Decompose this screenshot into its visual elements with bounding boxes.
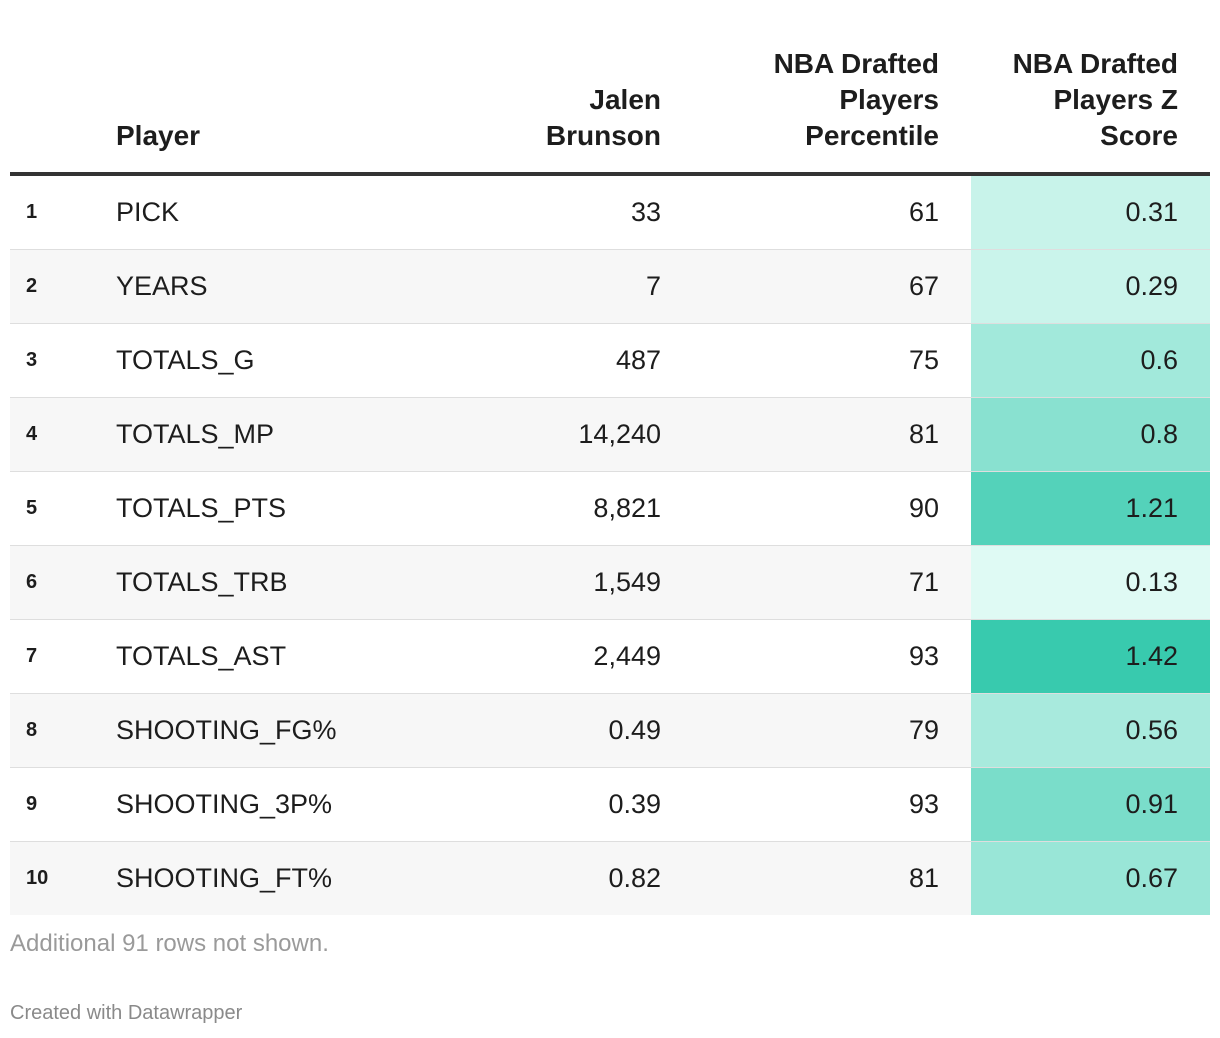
table-header-row: Player Jalen Brunson NBA Drafted Players Pe… bbox=[10, 40, 1210, 176]
zscore-cell: 1.42 bbox=[971, 619, 1210, 694]
row-index: 9 bbox=[10, 767, 116, 842]
table-row: 5 TOTALS_PTS 8,821 90 1.21 bbox=[10, 471, 1210, 546]
brunson-value: 0.39 bbox=[436, 767, 693, 842]
row-index: 5 bbox=[10, 471, 116, 546]
percentile-value: 81 bbox=[693, 397, 971, 472]
table-row: 9 SHOOTING_3P% 0.39 93 0.91 bbox=[10, 767, 1210, 842]
header-percentile[interactable]: NBA Drafted Players Percentile bbox=[693, 40, 971, 176]
table-row: 6 TOTALS_TRB 1,549 71 0.13 bbox=[10, 545, 1210, 620]
percentile-value: 93 bbox=[693, 767, 971, 842]
percentile-value: 75 bbox=[693, 323, 971, 398]
table-row: 7 TOTALS_AST 2,449 93 1.42 bbox=[10, 619, 1210, 694]
stat-name: TOTALS_AST bbox=[116, 619, 436, 694]
percentile-value: 67 bbox=[693, 249, 971, 324]
brunson-value: 14,240 bbox=[436, 397, 693, 472]
brunson-value: 8,821 bbox=[436, 471, 693, 546]
header-jalen-brunson[interactable]: Jalen Brunson bbox=[436, 40, 693, 176]
brunson-value: 33 bbox=[436, 174, 693, 250]
row-index: 7 bbox=[10, 619, 116, 694]
percentile-value: 71 bbox=[693, 545, 971, 620]
table-row: 1 PICK 33 61 0.31 bbox=[10, 174, 1210, 250]
zscore-cell: 0.91 bbox=[971, 767, 1210, 842]
table-body: 1 PICK 33 61 0.31 2 YEARS 7 67 0.29 3 TOTALS_G 487 75… bbox=[10, 174, 1210, 915]
zscore-cell: 0.56 bbox=[971, 693, 1210, 768]
datawrapper-credit[interactable]: Created with Datawrapper bbox=[10, 1002, 243, 1024]
row-index: 8 bbox=[10, 693, 116, 768]
rows-not-shown-note: Additional 91 rows not shown. bbox=[10, 930, 329, 957]
percentile-value: 93 bbox=[693, 619, 971, 694]
brunson-value: 0.49 bbox=[436, 693, 693, 768]
percentile-value: 61 bbox=[693, 174, 971, 250]
header-player[interactable]: Player bbox=[116, 40, 436, 176]
brunson-value: 1,549 bbox=[436, 545, 693, 620]
table-row: 10 SHOOTING_FT% 0.82 81 0.67 bbox=[10, 841, 1210, 915]
row-index: 2 bbox=[10, 249, 116, 324]
stat-name: YEARS bbox=[116, 249, 436, 324]
percentile-value: 90 bbox=[693, 471, 971, 546]
stat-name: SHOOTING_FT% bbox=[116, 841, 436, 915]
zscore-cell: 0.8 bbox=[971, 397, 1210, 472]
table-row: 4 TOTALS_MP 14,240 81 0.8 bbox=[10, 397, 1210, 472]
percentile-value: 79 bbox=[693, 693, 971, 768]
stat-name: TOTALS_PTS bbox=[116, 471, 436, 546]
header-z-score[interactable]: NBA Drafted Players Z Score bbox=[971, 40, 1210, 176]
zscore-cell: 0.13 bbox=[971, 545, 1210, 620]
stats-table: Player Jalen Brunson NBA Drafted Players Pe… bbox=[10, 40, 1210, 915]
header-index bbox=[10, 40, 116, 176]
zscore-cell: 0.31 bbox=[971, 174, 1210, 250]
zscore-cell: 0.67 bbox=[971, 841, 1210, 915]
stat-name: TOTALS_TRB bbox=[116, 545, 436, 620]
zscore-cell: 1.21 bbox=[971, 471, 1210, 546]
row-index: 3 bbox=[10, 323, 116, 398]
brunson-value: 0.82 bbox=[436, 841, 693, 915]
stat-name: SHOOTING_3P% bbox=[116, 767, 436, 842]
stat-name: TOTALS_MP bbox=[116, 397, 436, 472]
table-row: 3 TOTALS_G 487 75 0.6 bbox=[10, 323, 1210, 398]
row-index: 4 bbox=[10, 397, 116, 472]
zscore-cell: 0.29 bbox=[971, 249, 1210, 324]
row-index: 10 bbox=[10, 841, 116, 915]
table-row: 8 SHOOTING_FG% 0.49 79 0.56 bbox=[10, 693, 1210, 768]
row-index: 1 bbox=[10, 174, 116, 250]
brunson-value: 7 bbox=[436, 249, 693, 324]
stat-name: PICK bbox=[116, 174, 436, 250]
percentile-value: 81 bbox=[693, 841, 971, 915]
row-index: 6 bbox=[10, 545, 116, 620]
table-row: 2 YEARS 7 67 0.29 bbox=[10, 249, 1210, 324]
zscore-cell: 0.6 bbox=[971, 323, 1210, 398]
data-table-container: Player Jalen Brunson NBA Drafted Players Pe… bbox=[10, 40, 1210, 915]
stat-name: SHOOTING_FG% bbox=[116, 693, 436, 768]
brunson-value: 487 bbox=[436, 323, 693, 398]
brunson-value: 2,449 bbox=[436, 619, 693, 694]
stat-name: TOTALS_G bbox=[116, 323, 436, 398]
